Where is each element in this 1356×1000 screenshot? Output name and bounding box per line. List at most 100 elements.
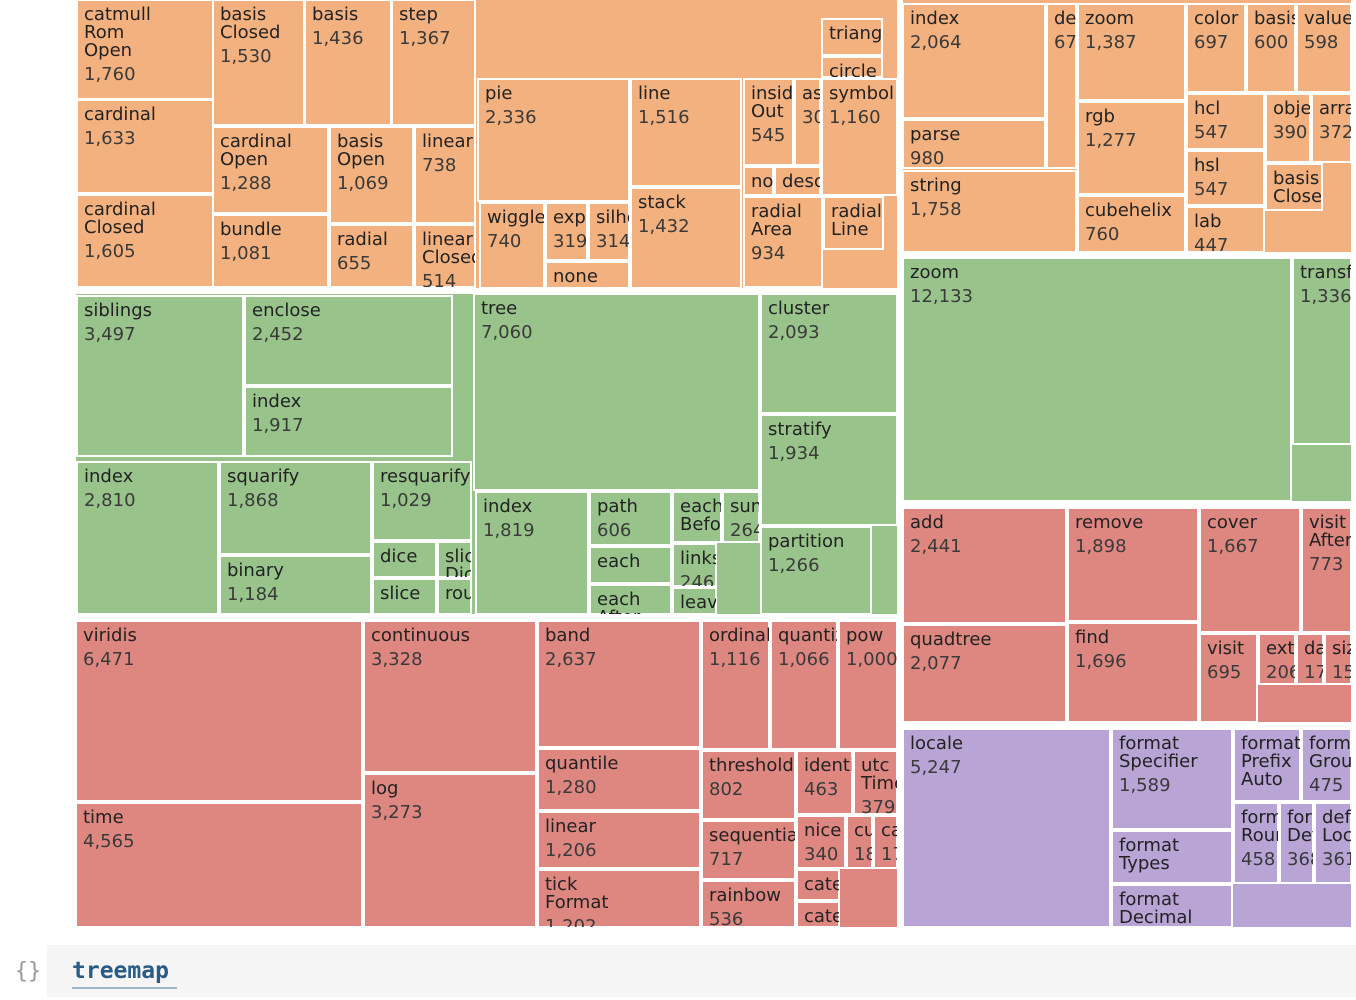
cell-label: find [1075, 627, 1109, 648]
cell-icon[interactable]: {} [15, 959, 42, 984]
cell-label: object [1273, 98, 1328, 119]
cell-value: 170 [881, 844, 915, 865]
treemap-cell [1186, 206, 1265, 253]
cell-value: 1,696 [1075, 651, 1127, 672]
cell-label: zoom [910, 262, 959, 283]
cell-value: 1,633 [84, 128, 136, 149]
treemap-cell [1301, 507, 1352, 633]
cell-label: index [910, 8, 960, 29]
cell-label: slice [380, 583, 420, 604]
cell-label: tree [481, 298, 517, 319]
cell-label: locale [910, 733, 963, 754]
cell-value: 1,202 [545, 916, 597, 937]
cell-value: 2,441 [910, 536, 962, 557]
cell-value: 545 [751, 125, 785, 146]
cell-value: 3,328 [371, 649, 423, 670]
treemap-cell [1111, 884, 1233, 928]
treemap-cell [902, 3, 1046, 119]
treemap-cell [75, 620, 363, 802]
cell-value: 1,000 [846, 649, 898, 670]
cell-label: linear [545, 816, 597, 837]
cell-label: hsl [1194, 155, 1220, 176]
treemap-cell [589, 491, 672, 546]
cell-value: 206 [1266, 662, 1300, 683]
cell-label: basis Closed [220, 4, 280, 43]
cell-value: 2,064 [910, 32, 962, 53]
treemap-cell [1233, 802, 1279, 884]
treemap-cell [902, 624, 1067, 723]
treemap-cell [846, 815, 873, 869]
cell-label: sequential [709, 825, 803, 846]
cell-label: cardinal Closed [84, 199, 156, 238]
cell-value: 980 [910, 148, 944, 169]
cell-label: index [84, 466, 134, 487]
cell-label: squarify [227, 466, 300, 487]
cell-name[interactable]: treemap [72, 958, 169, 984]
treemap-cell [743, 166, 774, 196]
cell-label: size [1332, 638, 1356, 659]
cell-value: 695 [1207, 662, 1241, 683]
cell-label: none [751, 171, 796, 192]
treemap-cell [902, 170, 1077, 253]
cell-label: log [371, 778, 398, 799]
treemap-cell [821, 18, 883, 56]
treemap-cell [1067, 622, 1199, 723]
treemap-cell [76, 461, 219, 615]
cell-value: 1,516 [638, 107, 690, 128]
cell-label: threshold [709, 755, 794, 776]
cell-value: 1,589 [1119, 775, 1171, 796]
treemap-cell [672, 543, 717, 587]
cell-label: radial [337, 229, 388, 250]
cell-label: each [597, 551, 640, 572]
treemap-cell [437, 578, 472, 615]
cell-value: 3,497 [84, 324, 136, 345]
cell-value: 447 [1194, 235, 1228, 256]
treemap-cell [363, 773, 537, 928]
cell-label: define [1054, 8, 1110, 29]
cell-value: 536 [709, 909, 743, 930]
treemap-cell [244, 386, 453, 457]
treemap-cell [1186, 150, 1265, 206]
cell-label: category20 [804, 906, 906, 927]
treemap-cell [796, 750, 853, 815]
cell-value: 1,160 [829, 107, 881, 128]
cell-value: 2,637 [545, 649, 597, 670]
cell-value: 738 [422, 155, 456, 176]
cell-value: 1,436 [312, 28, 364, 49]
treemap-cell [1186, 3, 1246, 93]
cell-value: 379 [861, 797, 895, 818]
cell-value: 1,934 [768, 443, 820, 464]
cell-value: 1,667 [1207, 536, 1259, 557]
treemap-cell [545, 202, 588, 261]
treemap-cell [589, 546, 672, 584]
cell-label: format Decimal [1119, 889, 1192, 928]
cell-value: 1,029 [380, 490, 432, 511]
cell-value: 307 [802, 107, 836, 128]
cell-label: remove [1075, 512, 1143, 533]
treemap-cell [76, 194, 214, 288]
treemap-cell [1067, 507, 1199, 622]
cell-value: 172 [1304, 662, 1338, 683]
treemap-cell [76, 0, 214, 100]
treemap-cell [796, 901, 840, 928]
cell-bar[interactable] [47, 945, 1356, 997]
treemap-cell [672, 587, 717, 615]
cell-value: 2,077 [910, 653, 962, 674]
cell-label: nice [804, 820, 841, 841]
treemap-cell [722, 491, 760, 543]
cell-value: 773 [1309, 554, 1343, 575]
treemap-cell [1111, 728, 1233, 830]
cell-label: binary [227, 560, 284, 581]
treemap-cell [537, 811, 701, 869]
treemap-cell [1296, 633, 1324, 685]
cell-value: 547 [1194, 122, 1228, 143]
cell-label: format Types [1118, 835, 1179, 874]
cell-label: utc Time [860, 755, 905, 794]
cell-value: 458 [1241, 849, 1275, 870]
cell-label: wiggle [487, 207, 546, 228]
cell-label: partition [768, 531, 844, 552]
treemap: catmull Rom Open 1,760 cardinal 1,633 cardinal… [75, 0, 1356, 937]
cell-label: quantize [778, 625, 856, 646]
cell-label: inside Out [751, 83, 804, 122]
treemap-cell [838, 620, 898, 750]
